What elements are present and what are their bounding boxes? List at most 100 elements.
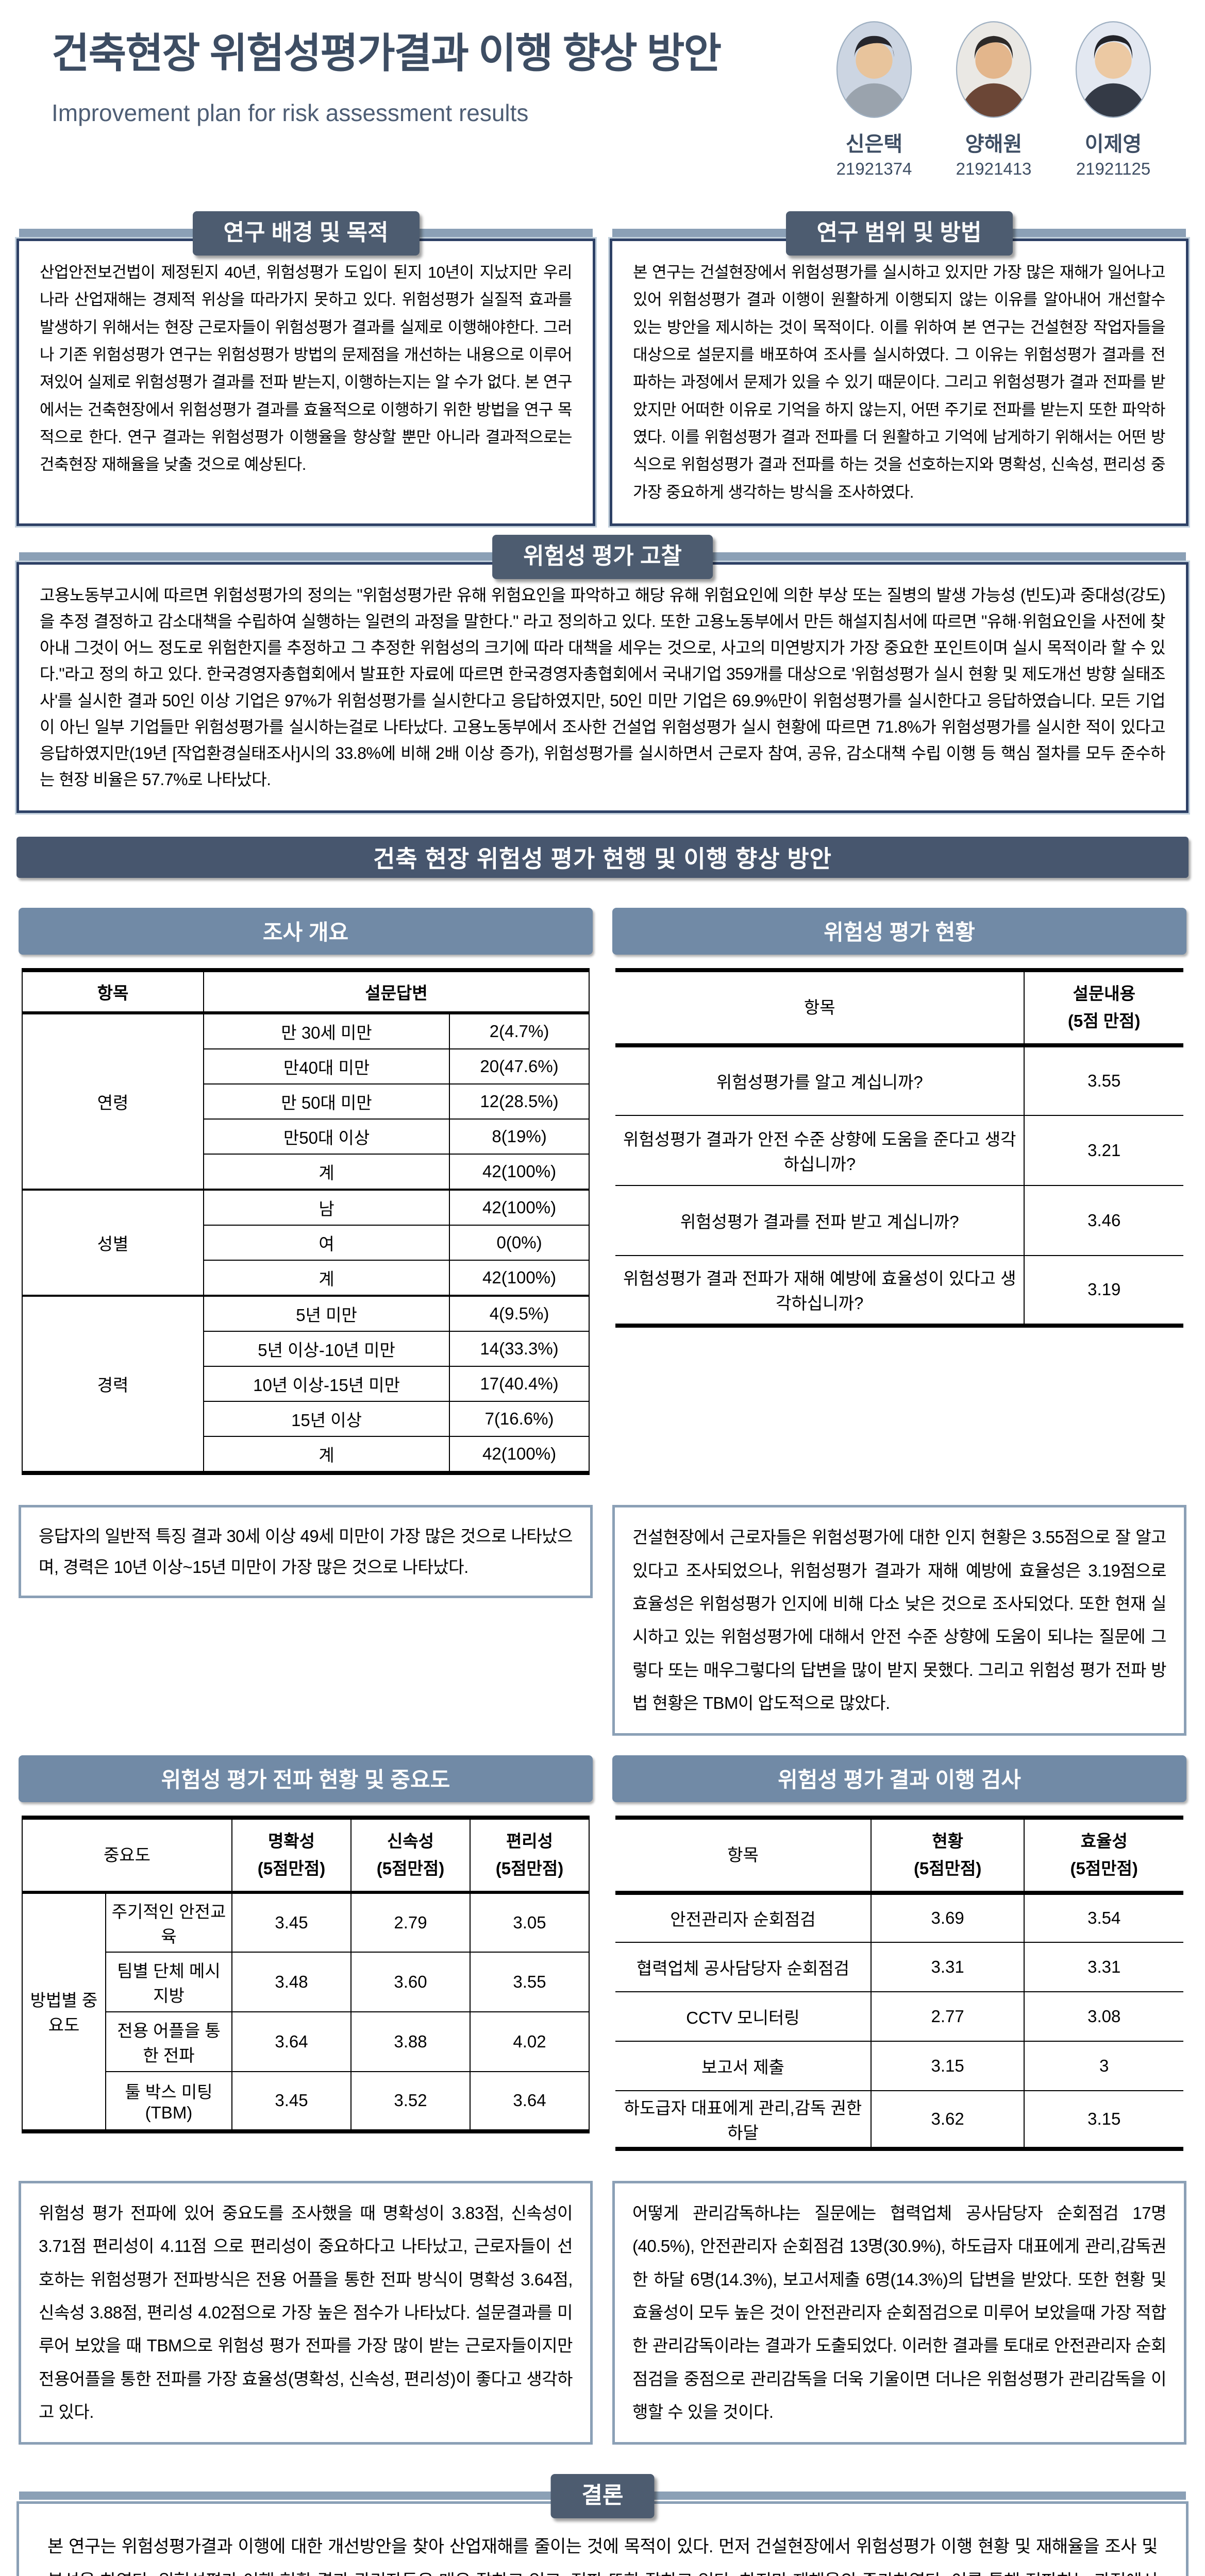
propagation-row: 툴 박스 미팅(TBM) 3.45 3.52 3.64 xyxy=(22,2071,590,2132)
author-name: 이제영 xyxy=(1084,133,1142,156)
author-card: 신은택 21921374 xyxy=(824,21,925,179)
status-score-cell: 3.55 xyxy=(1087,1071,1121,1091)
section-conclusion-tab: 결론 xyxy=(550,2474,655,2519)
inspection-score-cell: 3.31 xyxy=(1024,1941,1183,1992)
status-score-cell: 3.19 xyxy=(1024,1255,1183,1326)
propagation-note: 위험성 평가 전파에 있어 중요도를 조사했을 때 명확성이 3.83점, 신속… xyxy=(19,2180,593,2445)
section-review: 위험성 평가 고찰 고용노동부고시에 따르면 위험성평가의 정의는 "위험성평가… xyxy=(16,534,1189,814)
propagation-row: 팀별 단체 메시지방 3.48 3.60 3.55 xyxy=(22,1951,590,2012)
inspection-item-cell: 보고서 제출 xyxy=(615,2040,871,2091)
top-sections: 연구 배경 및 목적 산업안전보건법이 제정된지 40년, 위험성평가 도입이 … xyxy=(16,210,1189,526)
status-note: 건설현장에서 근로자들은 위험성평가에 대한 인지 현황은 3.55점으로 잘 … xyxy=(612,1505,1186,1736)
inspection-col-sub: (5점만점) xyxy=(913,1859,982,1878)
propagation-score-cell: 3.64 xyxy=(469,2071,590,2132)
section-scope: 연구 범위 및 방법 본 연구는 건설현장에서 위험성평가를 실시하고 있지만 … xyxy=(610,211,1189,526)
survey-count-cell: 12(28.5%) xyxy=(449,1083,590,1120)
survey-overview-table: 항목 설문답변 연령 만 30세 미만 2(4.7%) 만40대 미만 20(47.6%… xyxy=(22,968,590,1476)
inspection-col-sub: (5점만점) xyxy=(1070,1859,1138,1878)
survey-category-cell: 성별 xyxy=(22,1189,204,1297)
inspection-row: 협력업체 공사담당자 순회점검 3.31 3.31 xyxy=(615,1941,1183,1992)
propagation-col-convenience: 편리성 (5점만점) xyxy=(469,1817,590,1894)
author-photo xyxy=(1075,21,1151,118)
survey-count-cell: 14(33.3%) xyxy=(449,1331,590,1367)
survey-option-cell: 만 30세 미만 xyxy=(203,1012,450,1050)
propagation-col-title: 명확성 xyxy=(267,1832,315,1851)
poster-header: 건축현장 위험성평가결과 이행 향상 방안 Improvement plan f… xyxy=(0,0,1205,179)
section-review-tab: 위험성 평가 고찰 xyxy=(492,534,713,579)
propagation-score-cell: 3.52 xyxy=(350,2071,471,2132)
author-id: 21921413 xyxy=(956,159,1032,178)
survey-count-cell: 4(9.5%) xyxy=(449,1295,590,1332)
section-conclusion: 결론 본 연구는 위험성평가결과 이행에 대한 개선방안을 찾아 산업재해를 줄… xyxy=(16,2474,1189,2576)
propagation-method-cell: 팀별 단체 메시지방 xyxy=(105,1951,232,2012)
survey-count-cell: 2(4.7%) xyxy=(449,1012,590,1050)
propagation-col-speed: 신속성 (5점만점) xyxy=(350,1817,471,1894)
inspection-score-cell: 3.15 xyxy=(870,2040,1025,2091)
page-title: 건축현장 위험성평가결과 이행 향상 방안 xyxy=(52,30,722,76)
inspection-score-cell: 3.08 xyxy=(1024,1991,1183,2041)
inspection-item-cell: 협력업체 공사담당자 순회점검 xyxy=(615,1941,871,1992)
survey-row: 경력 5년 미만 4(9.5%) xyxy=(22,1295,590,1474)
main-grid: 조사 개요 항목 설문답변 연령 만 30세 미만 2(4.7%) 만40대 미만 20… xyxy=(16,893,1189,2450)
survey-row: 만50대 이상 8(19%) xyxy=(22,1118,590,1155)
propagation-table-wrap: 중요도 명확성 (5점만점) 신속성 (5점만점) 편리성 xyxy=(16,1802,595,2133)
survey-count-cell: 42(100%) xyxy=(449,1436,590,1474)
propagation-table: 중요도 명확성 (5점만점) 신속성 (5점만점) 편리성 xyxy=(22,1816,590,2133)
propagation-col-clarity: 명확성 (5점만점) xyxy=(231,1817,352,1894)
survey-row: 5년 이상-10년 미만 14(33.3%) xyxy=(22,1331,590,1367)
author-list: 신은택 21921374 양해원 21921413 xyxy=(824,21,1179,179)
inspection-row: CCTV 모니터링 2.77 3.08 xyxy=(615,1991,1183,2041)
propagation-method-cell: 주기적인 안전교육 xyxy=(105,1891,232,1953)
propagation-score-cell: 2.79 xyxy=(350,1891,471,1953)
inspection-item-cell: CCTV 모니터링 xyxy=(615,1991,871,2041)
author-photo xyxy=(956,21,1032,118)
survey-row: 여 0(0%) xyxy=(22,1225,590,1261)
propagation-col-sub: (5점만점) xyxy=(495,1859,564,1878)
survey-count-cell: 20(47.6%) xyxy=(449,1048,590,1085)
propagation-header: 위험성 평가 전파 현황 및 중요도 xyxy=(19,1755,593,1803)
propagation-score-cell: 3.05 xyxy=(469,1891,590,1953)
propagation-row: 전용 어플을 통한 전파 3.64 3.88 4.02 xyxy=(22,2011,590,2072)
survey-option-cell: 만 50대 미만 xyxy=(203,1083,450,1120)
propagation-header-row: 중요도 명확성 (5점만점) 신속성 (5점만점) 편리성 xyxy=(22,1817,590,1894)
survey-count-cell: 0(0%) xyxy=(449,1225,590,1261)
inspection-row: 안전관리자 순회점검 3.69 3.54 xyxy=(615,1892,1183,1942)
survey-option-cell: 계 xyxy=(203,1154,450,1191)
propagation-col-sub: (5점만점) xyxy=(257,1859,326,1878)
assessment-status-header: 위험성 평가 현황 xyxy=(612,908,1186,955)
inspection-table-wrap: 항목 현황 (5점만점) 효율성 (5점만점) 안전관리자 순회점검 3.69 3.… xyxy=(610,1802,1189,2151)
propagation-method-cell: 전용 어플을 통한 전파 xyxy=(105,2011,232,2072)
survey-header-row: 항목 설문답변 xyxy=(22,970,590,1015)
author-card: 이제영 21921125 xyxy=(1063,21,1164,179)
author-id: 21921374 xyxy=(836,159,912,178)
survey-option-cell: 계 xyxy=(203,1436,450,1474)
survey-option-cell: 15년 이상 xyxy=(203,1401,450,1437)
survey-count-cell: 42(100%) xyxy=(449,1154,590,1191)
status-row: 위험성평가 결과를 전파 받고 계십니까? 3.46 xyxy=(615,1184,1183,1256)
section-background: 연구 배경 및 목적 산업안전보건법이 제정된지 40년, 위험성평가 도입이 … xyxy=(16,211,595,526)
inspection-score-cell: 3.62 xyxy=(870,2090,1025,2149)
survey-option-cell: 만50대 이상 xyxy=(203,1118,450,1155)
section-background-tab: 연구 배경 및 목적 xyxy=(192,211,420,256)
status-question-cell: 위험성평가 결과가 안전 수준 상향에 도움을 준다고 생각하십니까? xyxy=(615,1114,1025,1185)
propagation-score-cell: 3.48 xyxy=(231,1951,352,2012)
status-header-row: 항목 설문내용 (5점 만점) xyxy=(615,970,1183,1047)
survey-row: 만40대 미만 20(47.6%) xyxy=(22,1048,590,1085)
inspection-score-cell: 3 xyxy=(1024,2040,1183,2091)
inspection-col-item: 항목 xyxy=(615,1818,871,1895)
survey-overview-header: 조사 개요 xyxy=(19,908,593,955)
inspection-col-title: 현황 xyxy=(932,1832,964,1851)
survey-row: 계 42(100%) xyxy=(22,1436,590,1474)
status-col-item: 항목 xyxy=(615,970,1025,1047)
inspection-col-title: 효율성 xyxy=(1080,1832,1128,1851)
propagation-score-cell: 3.88 xyxy=(350,2011,471,2072)
inspection-score-cell: 3.69 xyxy=(870,1892,1025,1942)
propagation-col-title: 신속성 xyxy=(387,1832,434,1851)
status-question-cell: 위험성평가를 알고 계십니까? xyxy=(615,1045,1025,1115)
survey-col-answer: 설문답변 xyxy=(203,970,590,1015)
survey-count-cell: 17(40.4%) xyxy=(449,1366,590,1402)
survey-row: 계 42(100%) xyxy=(22,1260,590,1297)
inspection-row: 하도급자 대표에게 관리,감독 권한 하달 3.62 3.15 xyxy=(615,2090,1183,2149)
status-col-score-sub: (5점 만점) xyxy=(1067,1011,1141,1031)
status-col-score-title: 설문내용 xyxy=(1073,984,1135,1004)
